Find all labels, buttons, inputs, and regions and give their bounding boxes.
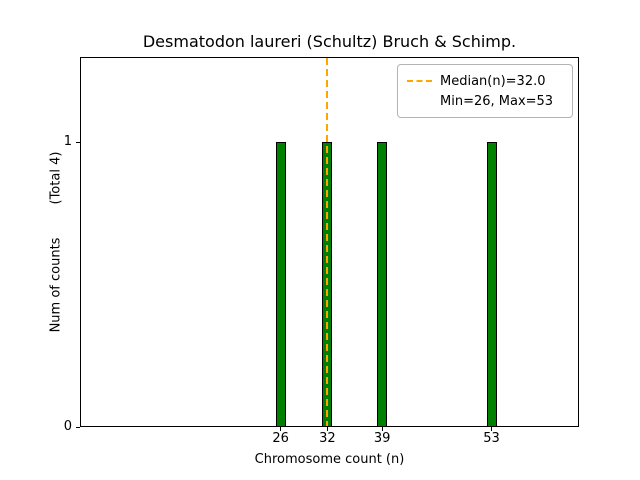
- y-tick-label-1: 1: [63, 134, 72, 150]
- x-tick-label-39: 39: [373, 431, 391, 446]
- y-tick-mark-0: [76, 426, 80, 428]
- median-line-swatch-icon: [407, 80, 432, 82]
- y-tick-label-0: 0: [63, 419, 72, 434]
- legend-entry-minmax: Min=26, Max=53: [407, 91, 563, 111]
- x-tick-label-32: 32: [319, 431, 336, 446]
- x-tick-mark-32: [326, 427, 328, 431]
- bar-53: [486, 142, 497, 427]
- chart-title: Desmatodon laureri (Schultz) Bruch & Sch…: [142, 32, 517, 51]
- legend: Median(n)=32.0 Min=26, Max=53: [397, 64, 573, 118]
- x-tick-label-53: 53: [483, 431, 500, 446]
- x-tick-mark-53: [491, 427, 492, 431]
- x-tick-mark-26: [280, 427, 282, 431]
- bar-39: [377, 142, 388, 427]
- bar-26: [275, 142, 286, 427]
- legend-entry-median: Median(n)=32.0: [407, 71, 563, 91]
- x-tick-mark-39: [381, 427, 383, 431]
- legend-median-label: Median(n)=32.0: [440, 73, 546, 89]
- y-axis-label: Num of counts (Total 4): [48, 151, 64, 333]
- median-line: [326, 58, 329, 426]
- legend-minmax-label: Min=26, Max=53: [440, 93, 554, 109]
- x-axis-label: Chromosome count (n): [254, 452, 405, 467]
- y-tick-mark-1: [76, 141, 80, 143]
- x-tick-label-26: 26: [272, 431, 289, 446]
